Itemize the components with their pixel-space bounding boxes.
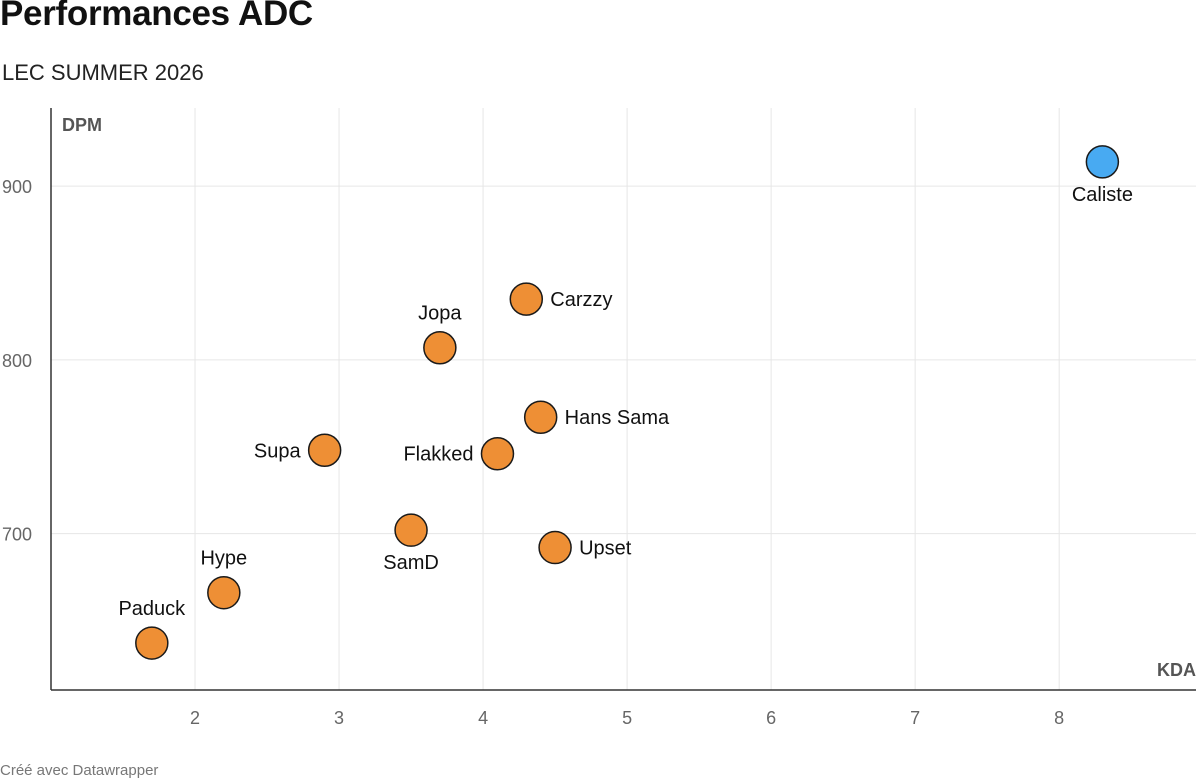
y-tick-label: 800 — [2, 351, 32, 371]
point-label: Hans Sama — [565, 407, 670, 429]
data-point — [480, 436, 515, 471]
point-label: Jopa — [418, 303, 462, 325]
chart-title: Performances ADC — [0, 0, 313, 33]
x-tick-label: 6 — [766, 708, 776, 728]
y-tick-label: 900 — [2, 177, 32, 197]
point-label: SamD — [383, 552, 439, 574]
point-label: Upset — [579, 538, 632, 560]
data-point — [538, 530, 572, 565]
point-label: Flakked — [403, 444, 473, 466]
point-label: Paduck — [118, 598, 186, 620]
x-tick-label: 2 — [190, 708, 200, 728]
x-tick-label: 5 — [622, 708, 632, 728]
data-point — [307, 433, 342, 468]
footer-credit: Créé avec Datawrapper — [0, 762, 159, 779]
grid-lines — [51, 108, 1196, 690]
scatter-plot: 2 3 4 5 6 7 8 700 800 900 Caliste Carzzy Jopa Hans S… — [2, 108, 1196, 728]
x-tick-label: 7 — [910, 708, 920, 728]
data-point — [523, 400, 558, 434]
data-point — [207, 575, 241, 610]
y-axis-title: DPM — [62, 115, 102, 135]
x-tick-label: 8 — [1054, 708, 1064, 728]
y-tick-label: 700 — [2, 525, 32, 545]
x-tick-label: 4 — [478, 708, 488, 728]
x-tick-label: 3 — [334, 708, 344, 728]
data-point — [135, 626, 169, 660]
x-axis-title: KDA — [1157, 660, 1196, 680]
data-point — [1085, 145, 1120, 179]
point-label: Carzzy — [550, 289, 612, 311]
axes — [50, 108, 1196, 691]
point-label: Hype — [200, 548, 247, 570]
point-label: Supa — [254, 440, 302, 462]
point-labels: Caliste Carzzy Jopa Hans Sama Supa Flakked Sam… — [118, 184, 1132, 620]
data-point — [509, 282, 544, 316]
data-point — [394, 513, 428, 547]
point-label: Caliste — [1072, 184, 1133, 206]
data-point — [423, 330, 457, 365]
tick-labels: 2 3 4 5 6 7 8 700 800 900 — [2, 177, 1064, 728]
chart-subtitle: LEC SUMMER 2026 — [2, 60, 204, 85]
data-points — [135, 145, 1120, 660]
